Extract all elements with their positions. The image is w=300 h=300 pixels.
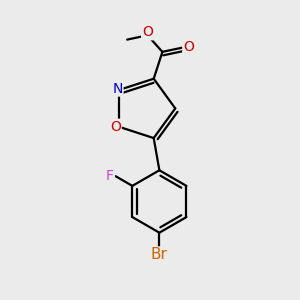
Text: O: O xyxy=(142,25,153,39)
Text: N: N xyxy=(112,82,122,96)
Text: O: O xyxy=(110,120,121,134)
Text: F: F xyxy=(106,169,114,183)
Text: O: O xyxy=(183,40,194,54)
Text: Br: Br xyxy=(151,248,168,262)
